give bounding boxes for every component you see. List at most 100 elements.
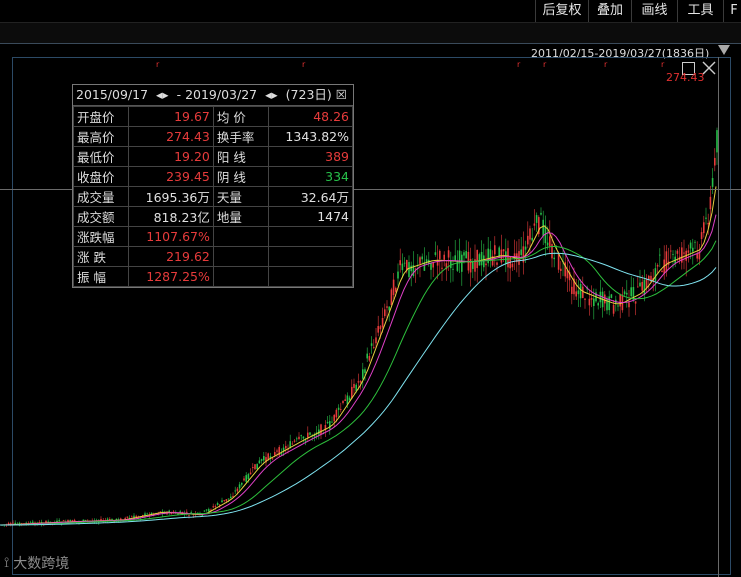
stat-label	[212, 246, 269, 267]
candle-body	[406, 259, 408, 271]
max-price-marker: 274.43	[666, 71, 705, 84]
stat-label: 阳 线	[212, 146, 269, 167]
candle-body	[234, 490, 236, 492]
candle-body	[29, 522, 32, 523]
candle-body	[249, 472, 252, 475]
candle-body	[331, 421, 333, 423]
candle-body	[146, 513, 148, 515]
stat-label: 涨跌幅	[73, 226, 129, 247]
candle-body	[604, 294, 606, 304]
candle-body	[469, 258, 472, 273]
candle-body	[69, 519, 71, 522]
candle-body	[124, 517, 126, 519]
candle-body	[133, 515, 135, 519]
candle-body	[32, 521, 34, 524]
ma-line-longest	[0, 252, 717, 526]
candlesticks	[1, 127, 718, 528]
candle-body	[518, 251, 520, 265]
candle-body	[681, 247, 683, 263]
candle-body	[227, 498, 230, 500]
stats-row: 振 幅 1287.25%	[73, 266, 354, 287]
stat-value: 1474	[267, 206, 354, 227]
candle-body	[441, 267, 443, 269]
candle-body	[390, 289, 393, 306]
candle-body	[364, 369, 366, 373]
candle-body	[661, 270, 663, 273]
candle-body	[84, 519, 87, 521]
candle-body	[654, 268, 657, 282]
candle-body	[502, 249, 505, 252]
candle-body	[366, 353, 368, 359]
candle-body	[128, 517, 131, 519]
watermark: ⟟ 大数跨境	[4, 553, 69, 573]
close-box-icon[interactable]: ☒	[335, 87, 347, 102]
restore-icon[interactable]	[682, 62, 695, 75]
stats-row: 成交量 1695.36万 天量 32.64万	[73, 186, 354, 207]
candle-body	[648, 275, 650, 280]
candle-body	[38, 522, 41, 523]
candle-body	[177, 513, 179, 515]
close-icon[interactable]	[702, 61, 716, 75]
stats-row: 涨 跌 219.62	[73, 246, 354, 267]
dropdown-arrow-icon[interactable]	[718, 45, 730, 55]
candle-body	[630, 287, 632, 297]
candle-body	[296, 438, 298, 440]
kline-chart-area[interactable]	[12, 57, 731, 575]
candle-body	[507, 248, 509, 268]
overlay-button[interactable]: 叠加	[588, 0, 631, 22]
more-menu-button[interactable]: F	[723, 0, 741, 22]
candle-body	[456, 260, 459, 271]
candle-body	[529, 228, 531, 240]
stat-value	[267, 246, 354, 267]
candle-body	[373, 347, 375, 348]
tools-button[interactable]: 工具	[677, 0, 723, 22]
candle-body	[421, 256, 423, 260]
candle-body	[62, 520, 65, 521]
stats-row: 开盘价 19.67 均 价 48.26	[73, 106, 354, 127]
candle-body	[571, 286, 573, 294]
candle-body	[489, 249, 492, 260]
candle-body	[524, 246, 527, 250]
candle-body	[513, 253, 516, 259]
stat-label: 换手率	[212, 126, 269, 147]
candle-body	[425, 259, 428, 263]
candle-body	[386, 306, 388, 308]
candle-body	[188, 515, 190, 517]
interval-end-date: 2019/03/27	[185, 87, 258, 102]
candle-body	[694, 241, 696, 243]
arrow-left-right-icon[interactable]: ◂▸	[265, 87, 278, 102]
candle-body	[628, 302, 630, 308]
candle-body	[656, 264, 659, 267]
candle-body	[150, 512, 153, 515]
candle-body	[377, 326, 379, 333]
date-range-label: 2011/02/15-2019/03/27(1836日)	[531, 47, 710, 60]
candle-body	[216, 503, 219, 506]
stat-value: 334	[267, 166, 354, 187]
candle-body	[632, 287, 635, 301]
candle-body	[498, 247, 500, 258]
candle-body	[447, 250, 450, 258]
draw-line-button[interactable]: 画线	[631, 0, 677, 22]
candle-body	[553, 257, 555, 260]
interval-stats-panel: 2015/09/17 ◂▸ - 2019/03/27 ◂▸ (723日) ☒ 开…	[72, 84, 354, 288]
candle-body	[452, 268, 454, 270]
candle-body	[254, 464, 256, 470]
stats-row: 涨跌幅 1107.67%	[73, 226, 354, 247]
candle-body	[670, 250, 672, 252]
candle-body	[329, 421, 331, 429]
candle-body	[276, 450, 278, 452]
adjust-rights-button[interactable]: 后复权	[535, 0, 588, 22]
stat-label: 阴 线	[212, 166, 269, 187]
candle-body	[214, 505, 217, 507]
candle-body	[423, 262, 426, 271]
candle-body	[271, 458, 274, 460]
stats-row: 成交额 818.23亿 地量 1474	[73, 206, 354, 227]
candle-body	[533, 223, 536, 226]
candle-body	[304, 440, 307, 442]
candle-body	[709, 196, 712, 210]
candle-body	[575, 291, 577, 297]
arrow-left-right-icon[interactable]: ◂▸	[156, 87, 169, 102]
candle-body	[408, 262, 410, 277]
candle-body	[584, 298, 586, 300]
candle-body	[236, 488, 239, 492]
